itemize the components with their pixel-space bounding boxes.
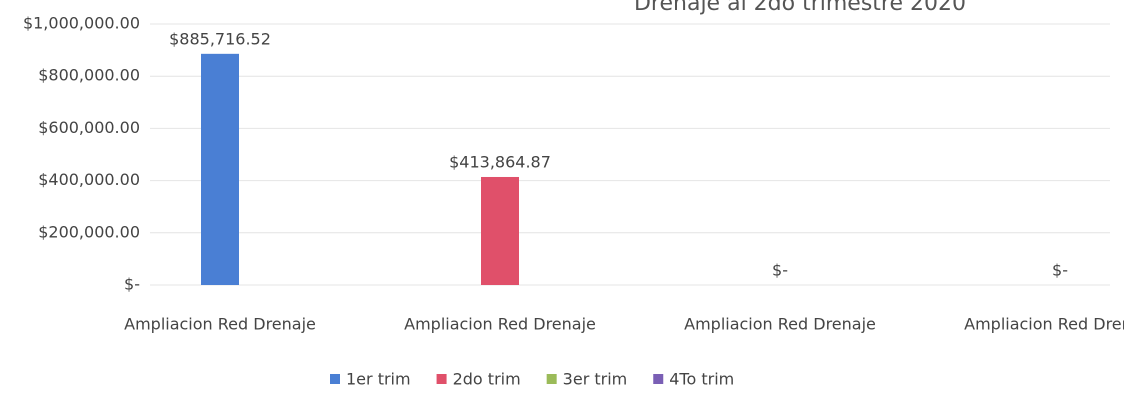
legend-label: 1er trim	[346, 370, 411, 389]
x-tick-label: Ampliacion Red Drenaje	[964, 315, 1124, 334]
x-tick-label: Ampliacion Red Drenaje	[124, 315, 316, 334]
data-label: $-	[1052, 261, 1068, 280]
legend-swatch	[436, 374, 447, 384]
y-tick-label: $-	[124, 275, 140, 294]
legend-swatch	[330, 374, 340, 384]
y-tick-label: $600,000.00	[38, 118, 140, 137]
legend-label: 3er trim	[563, 370, 628, 389]
y-tick-label: $200,000.00	[38, 222, 140, 241]
y-tick-label: $1,000,000.00	[23, 14, 140, 33]
bar	[481, 176, 519, 285]
legend-label: 2do trim	[453, 370, 521, 389]
data-label: $885,716.52	[169, 29, 271, 48]
chart-title: Drenaje al 2do trimestre 2020	[634, 0, 966, 16]
bar	[201, 53, 239, 285]
x-tick-label: Ampliacion Red Drenaje	[684, 315, 876, 334]
data-label: $413,864.87	[449, 152, 551, 171]
legend-swatch	[546, 374, 557, 384]
legend-label: 4To trim	[669, 370, 734, 389]
y-tick-label: $800,000.00	[38, 66, 140, 85]
y-tick-label: $400,000.00	[38, 170, 140, 189]
data-label: $-	[772, 261, 788, 280]
legend-swatch	[653, 374, 664, 384]
x-tick-label: Ampliacion Red Drenaje	[404, 315, 596, 334]
